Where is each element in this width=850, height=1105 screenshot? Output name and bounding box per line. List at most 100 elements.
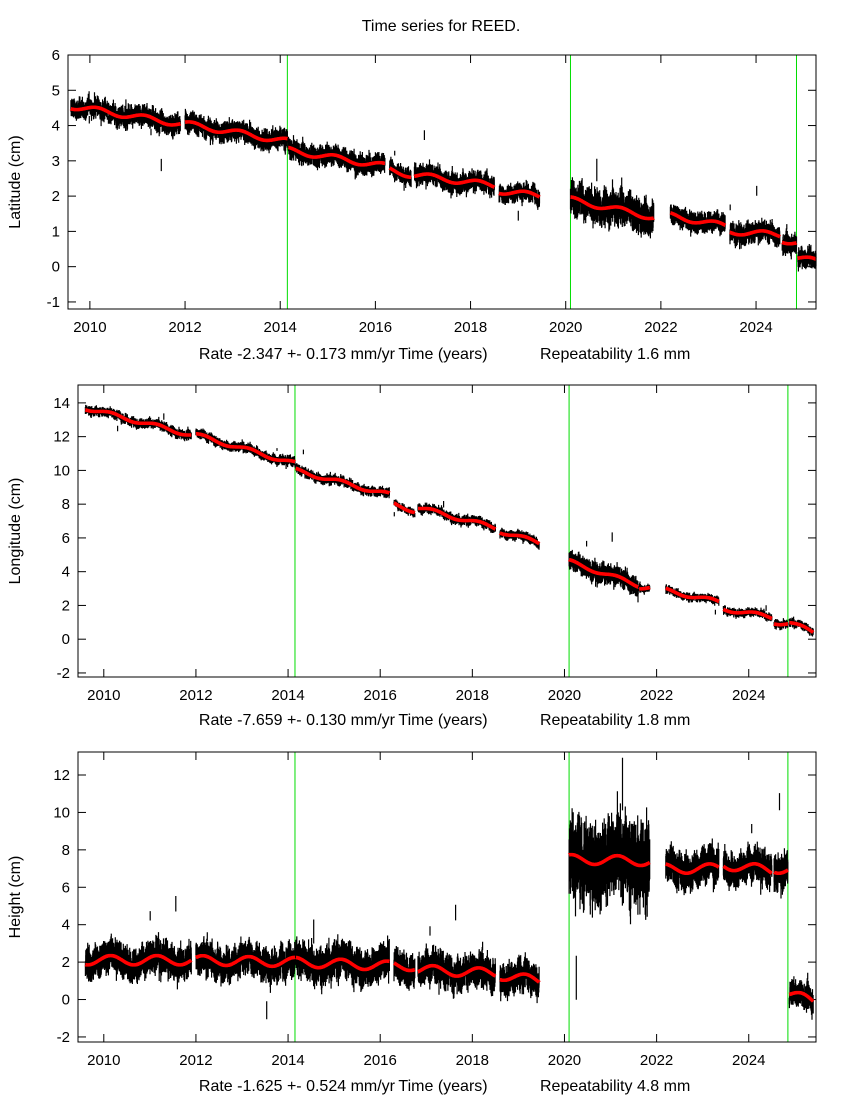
model-curve	[665, 586, 720, 604]
data-points	[568, 757, 651, 1000]
data-points	[70, 91, 181, 172]
x-tick-label: 2012	[168, 319, 201, 336]
model-curve	[69, 105, 182, 127]
y-tick-label: 6	[62, 530, 70, 547]
model-curve	[773, 622, 789, 627]
model-curve	[788, 990, 815, 1003]
model-curve	[669, 211, 727, 227]
y-tick-label: 4	[62, 564, 70, 581]
model-curve	[287, 145, 386, 167]
rate-label: Rate -2.347 +- 0.173 mm/yr	[199, 346, 396, 363]
x-tick-label: 2014	[271, 687, 304, 704]
y-tick-label: 4	[62, 917, 70, 934]
data-points	[498, 179, 541, 221]
data-points	[417, 904, 496, 999]
model-curve	[295, 955, 391, 972]
model-curve	[498, 189, 541, 199]
y-tick-label: -2	[57, 1029, 70, 1046]
model-curve	[781, 240, 798, 246]
x-tick-label: 2022	[640, 687, 673, 704]
y-tick-label: -2	[57, 665, 70, 682]
model-curve	[639, 585, 651, 591]
y-tick-label: 10	[53, 804, 70, 821]
model-curve	[392, 961, 416, 973]
x-tick-label: 2018	[456, 1052, 489, 1069]
model-curve	[664, 862, 720, 875]
x-tick-label: 2020	[548, 1052, 581, 1069]
y-tick-label: -1	[47, 294, 60, 311]
x-tick-label: 2020	[548, 687, 581, 704]
data-points	[84, 896, 192, 990]
model-curve	[184, 120, 289, 143]
data-points	[295, 919, 390, 995]
model-curve	[418, 506, 497, 531]
x-tick-label: 2020	[549, 319, 582, 336]
y-tick-label: 6	[52, 47, 60, 64]
y-tick-label: 12	[53, 429, 70, 446]
y-tick-label: 1	[52, 223, 60, 240]
data-points	[568, 532, 639, 603]
model-curve	[796, 255, 817, 261]
model-curve	[567, 852, 651, 868]
x-tick-label: 2022	[644, 319, 677, 336]
model-curve	[729, 229, 782, 239]
x-tick-label: 2010	[87, 687, 120, 704]
model-curve	[788, 620, 815, 634]
repeatability-label: Repeatability 1.6 mm	[540, 346, 690, 363]
x-tick-label: 2016	[364, 1052, 397, 1069]
y-tick-label: 14	[53, 395, 70, 412]
x-tick-label: 2022	[640, 1052, 673, 1069]
x-tick-label: 2014	[271, 1052, 304, 1069]
panel-height: 2010 2012 2014 2016 2018 2020 2022 2024 -2 0 2 4 6 8 1…	[7, 751, 817, 1095]
panel-longitude: 2010 2012 2014 2016 2018 2020 2022 2024 -2 0 2 4 6 8 1…	[7, 384, 817, 729]
plot-frame	[67, 54, 817, 310]
rate-label: Rate -7.659 +- 0.130 mm/yr	[199, 712, 396, 729]
model-curve	[499, 972, 541, 984]
model-curve	[195, 432, 297, 464]
x-tick-label: 2010	[73, 319, 106, 336]
x-tick-label: 2014	[264, 319, 297, 336]
x-tick-label: 2018	[454, 319, 487, 336]
x-tick-label: 2016	[364, 687, 397, 704]
data-points	[417, 501, 496, 533]
y-tick-label: 8	[62, 842, 70, 859]
model-curve	[84, 408, 192, 437]
model-curve	[772, 868, 789, 875]
y-tick-label: 0	[52, 259, 60, 276]
x-axis-label: Time (years)	[398, 346, 487, 363]
repeatability-label: Repeatability 1.8 mm	[540, 712, 690, 729]
y-tick-label: 4	[52, 118, 60, 135]
data-points	[781, 224, 798, 260]
y-tick-label: 2	[62, 954, 70, 971]
repeatability-label: Repeatability 4.8 mm	[540, 1078, 690, 1095]
model-curve	[388, 166, 412, 179]
data-points	[729, 185, 781, 250]
y-tick-label: 6	[62, 879, 70, 896]
data-points	[665, 838, 720, 896]
y-tick-label: 2	[62, 597, 70, 614]
model-curve	[393, 501, 416, 515]
x-tick-label: 2024	[732, 1052, 765, 1069]
x-tick-label: 2024	[739, 319, 772, 336]
y-axis-label: Longitude (cm)	[7, 478, 24, 585]
model-curve	[413, 172, 496, 189]
y-tick-label: 0	[62, 631, 70, 648]
plot-frame	[77, 384, 817, 678]
x-axis-label: Time (years)	[398, 712, 487, 729]
model-curve	[294, 466, 391, 495]
y-axis-label: Latitude (cm)	[7, 135, 24, 228]
panel-latitude: 2010 2012 2014 2016 2018 2020 2022 2024 -1 0 1 2 3 4 5…	[7, 47, 817, 363]
data-points	[569, 158, 655, 239]
data-points	[195, 932, 296, 1020]
x-tick-label: 2016	[359, 319, 392, 336]
model-curve	[722, 607, 773, 621]
model-curve	[84, 953, 193, 967]
chart-title: Time series for REED.	[362, 18, 521, 35]
model-curve	[570, 195, 655, 221]
x-tick-label: 2018	[456, 687, 489, 704]
data-points	[413, 130, 495, 199]
data-points	[722, 824, 773, 895]
y-tick-label: 5	[52, 82, 60, 99]
model-curve	[498, 531, 541, 546]
